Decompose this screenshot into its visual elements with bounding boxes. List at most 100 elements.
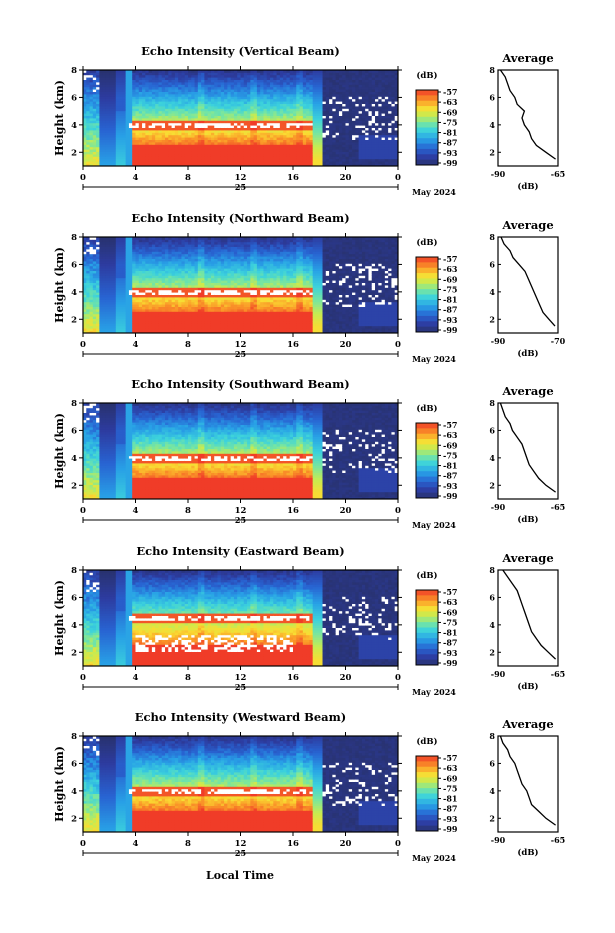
heatmap-cell: [90, 123, 94, 126]
heatmap-cell: [218, 161, 222, 164]
heatmap-cell: [113, 304, 117, 307]
heatmap-cell: [99, 295, 103, 298]
heatmap-cell: [300, 101, 304, 104]
heatmap-cell: [231, 80, 235, 83]
heatmap-cell: [211, 111, 215, 114]
heatmap-cell: [385, 99, 389, 102]
heatmap-cell: [329, 99, 333, 102]
heatmap-cell: [188, 120, 192, 123]
heatmap-cell: [132, 80, 136, 83]
heatmap-cell: [132, 273, 136, 276]
day-label: 25: [235, 182, 246, 192]
heatmap-cell: [352, 89, 356, 92]
heatmap-cell: [263, 111, 267, 114]
heatmap-cell: [365, 89, 369, 92]
heatmap-cell: [372, 132, 376, 135]
heatmap-cell: [139, 123, 143, 126]
heatmap-cell: [155, 130, 159, 133]
heatmap-cell: [241, 128, 245, 131]
heatmap-cell: [162, 316, 166, 319]
heatmap-cell: [119, 314, 123, 317]
heatmap-cell: [388, 72, 392, 75]
heatmap-cell: [191, 123, 195, 126]
heatmap-cell: [290, 108, 294, 111]
heatmap-cell: [109, 263, 113, 266]
heatmap-cell: [99, 125, 103, 128]
heatmap-cell: [296, 111, 300, 114]
heatmap-cell: [152, 125, 156, 128]
heatmap-cell: [316, 147, 320, 150]
heatmap-cell: [329, 147, 333, 150]
heatmap-cell: [280, 125, 284, 128]
heatmap-cell: [99, 266, 103, 269]
heatmap-cell: [368, 96, 372, 99]
heatmap-cell: [139, 140, 143, 143]
heatmap-cell: [332, 87, 336, 90]
heatmap-cell: [329, 161, 333, 164]
heatmap-cell: [145, 314, 149, 317]
heatmap-cell: [152, 106, 156, 109]
heatmap-cell: [231, 161, 235, 164]
heatmap-cell: [227, 140, 231, 143]
heatmap-cell: [178, 116, 182, 119]
heatmap-cell: [306, 118, 310, 121]
heatmap-cell: [149, 84, 153, 87]
heatmap-cell: [162, 295, 166, 298]
heatmap-cell: [145, 84, 149, 87]
heatmap-cell: [332, 137, 336, 140]
heatmap-cell: [368, 156, 372, 159]
heatmap-cell: [126, 84, 130, 87]
heatmap-cell: [106, 116, 110, 119]
heatmap-cell: [149, 290, 153, 293]
heatmap-cell: [155, 263, 159, 266]
heatmap-cell: [352, 144, 356, 147]
heatmap-cell: [300, 123, 304, 126]
heatmap-cell: [116, 84, 120, 87]
heatmap-cell: [336, 96, 340, 99]
heatmap-cell: [152, 299, 156, 302]
heatmap-cell: [211, 130, 215, 133]
heatmap-cell: [260, 135, 264, 138]
heatmap-cell: [122, 137, 126, 140]
heatmap-cell: [214, 137, 218, 140]
heatmap-cell: [103, 72, 107, 75]
heatmap-cell: [109, 89, 113, 92]
heatmap-cell: [109, 156, 113, 159]
heatmap-cell: [323, 125, 327, 128]
heatmap-cell: [172, 120, 176, 123]
heatmap-cell: [116, 256, 120, 259]
heatmap-cell: [208, 72, 212, 75]
heatmap-cell: [188, 72, 192, 75]
heatmap-cell: [254, 123, 258, 126]
heatmap-cell: [188, 147, 192, 150]
heatmap-cell: [372, 106, 376, 109]
heatmap-cell: [188, 118, 192, 121]
heatmap-cell: [158, 101, 162, 104]
heatmap-cell: [152, 72, 156, 75]
heatmap-cell: [306, 130, 310, 133]
heatmap-cell: [162, 113, 166, 116]
heatmap-cell: [260, 77, 264, 80]
heatmap-cell: [263, 161, 267, 164]
heatmap-cell: [103, 299, 107, 302]
heatmap-cell: [234, 149, 238, 152]
heatmap-cell: [152, 273, 156, 276]
heatmap-cell: [90, 292, 94, 295]
heatmap-cell: [257, 106, 261, 109]
heatmap-cell: [250, 135, 254, 138]
heatmap-cell: [136, 156, 140, 159]
heatmap-cell: [139, 297, 143, 300]
heatmap-cell: [254, 154, 258, 157]
heatmap-cell: [165, 152, 169, 155]
heatmap-cell: [113, 271, 117, 274]
heatmap-cell: [224, 120, 228, 123]
heatmap-cell: [86, 72, 90, 75]
heatmap-cell: [204, 87, 208, 90]
heatmap-cell: [323, 113, 327, 116]
heatmap-cell: [388, 147, 392, 150]
heatmap-cell: [316, 72, 320, 75]
heatmap-cell: [162, 242, 166, 245]
heatmap-cell: [214, 149, 218, 152]
heatmap-cell: [132, 125, 136, 128]
heatmap-cell: [257, 161, 261, 164]
